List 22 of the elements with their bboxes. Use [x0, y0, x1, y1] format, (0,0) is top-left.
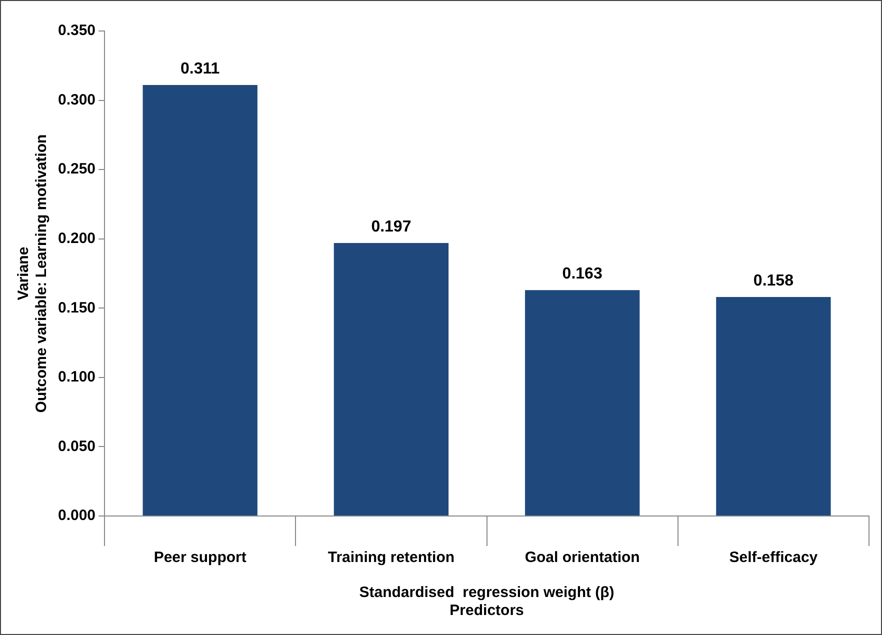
data-label: 0.197 [371, 218, 412, 236]
data-label: 0.163 [562, 266, 602, 283]
x-tick-label: Peer support [154, 549, 246, 566]
bar [334, 243, 449, 516]
y-tick-label: 0.100 [58, 368, 96, 386]
y-tick-label: 0.050 [58, 438, 96, 455]
bar [142, 85, 258, 516]
bar [716, 297, 831, 516]
y-tick-label: 0.000 [58, 507, 96, 524]
y-axis-title: Variane Outcome variable: Learning motivation [15, 134, 50, 413]
y-tick-label: 0.350 [58, 22, 96, 40]
data-label: 0.311 [180, 60, 220, 78]
y-tick-label: 0.250 [58, 160, 96, 178]
y-tick-label: 0.150 [58, 299, 96, 316]
x-tick-label: Self-efficacy [729, 549, 818, 566]
x-tick-label: Training retention [328, 549, 455, 566]
x-axis-title: Standardised regression weight (β) Predictors [359, 584, 614, 620]
x-tick-label: Goal orientation [524, 549, 640, 566]
y-tick-label: 0.200 [58, 230, 96, 247]
bar [524, 290, 640, 516]
data-label: 0.158 [753, 272, 794, 290]
y-tick-label: 0.300 [58, 91, 96, 108]
